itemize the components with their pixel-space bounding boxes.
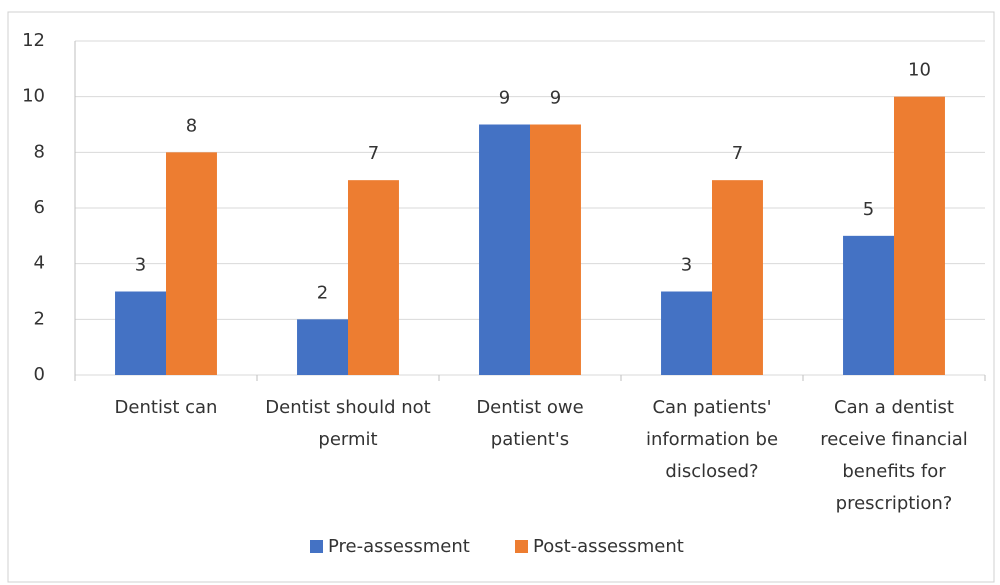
- y-tick-label: 10: [22, 86, 45, 107]
- x-tick-label: Dentist should not permit: [265, 397, 431, 450]
- legend-swatch: [515, 540, 528, 553]
- data-label: 7: [732, 143, 743, 164]
- x-tick-label: Dentist can: [114, 397, 218, 418]
- x-tick-label: Can patients' information be disclosed?: [645, 397, 779, 482]
- data-label: 5: [863, 199, 874, 220]
- legend-swatch: [310, 540, 323, 553]
- y-tick-label: 0: [34, 364, 45, 385]
- data-label: 9: [550, 88, 561, 109]
- bar: [166, 152, 217, 375]
- data-label: 3: [681, 255, 692, 276]
- y-tick-label: 8: [34, 141, 45, 162]
- data-label: 3: [135, 255, 146, 276]
- x-tick-label: Dentist owe patient's: [476, 397, 584, 450]
- data-label: 10: [908, 60, 931, 81]
- x-tick-label: Can a dentist receive financial benefits…: [820, 397, 968, 514]
- y-tick-label: 2: [34, 308, 45, 329]
- bar: [479, 124, 530, 375]
- chart-frame: [7, 11, 995, 583]
- bar: [712, 180, 763, 375]
- data-label: 2: [317, 282, 328, 303]
- legend-item: Post-assessment: [515, 536, 684, 557]
- y-tick-label: 6: [34, 197, 45, 218]
- bar: [297, 319, 348, 375]
- legend-item: Pre-assessment: [310, 536, 470, 557]
- data-label: 9: [499, 88, 510, 109]
- y-tick-label: 4: [34, 253, 45, 274]
- bar: [115, 291, 166, 375]
- bar: [843, 235, 894, 375]
- data-label: 8: [186, 115, 197, 136]
- legend-label: Pre-assessment: [328, 536, 470, 557]
- bar: [348, 180, 399, 375]
- bar: [661, 291, 712, 375]
- legend-label: Post-assessment: [533, 536, 684, 557]
- data-label: 7: [368, 143, 379, 164]
- bar: [530, 124, 581, 375]
- bar: [894, 96, 945, 376]
- y-tick-label: 12: [22, 30, 45, 51]
